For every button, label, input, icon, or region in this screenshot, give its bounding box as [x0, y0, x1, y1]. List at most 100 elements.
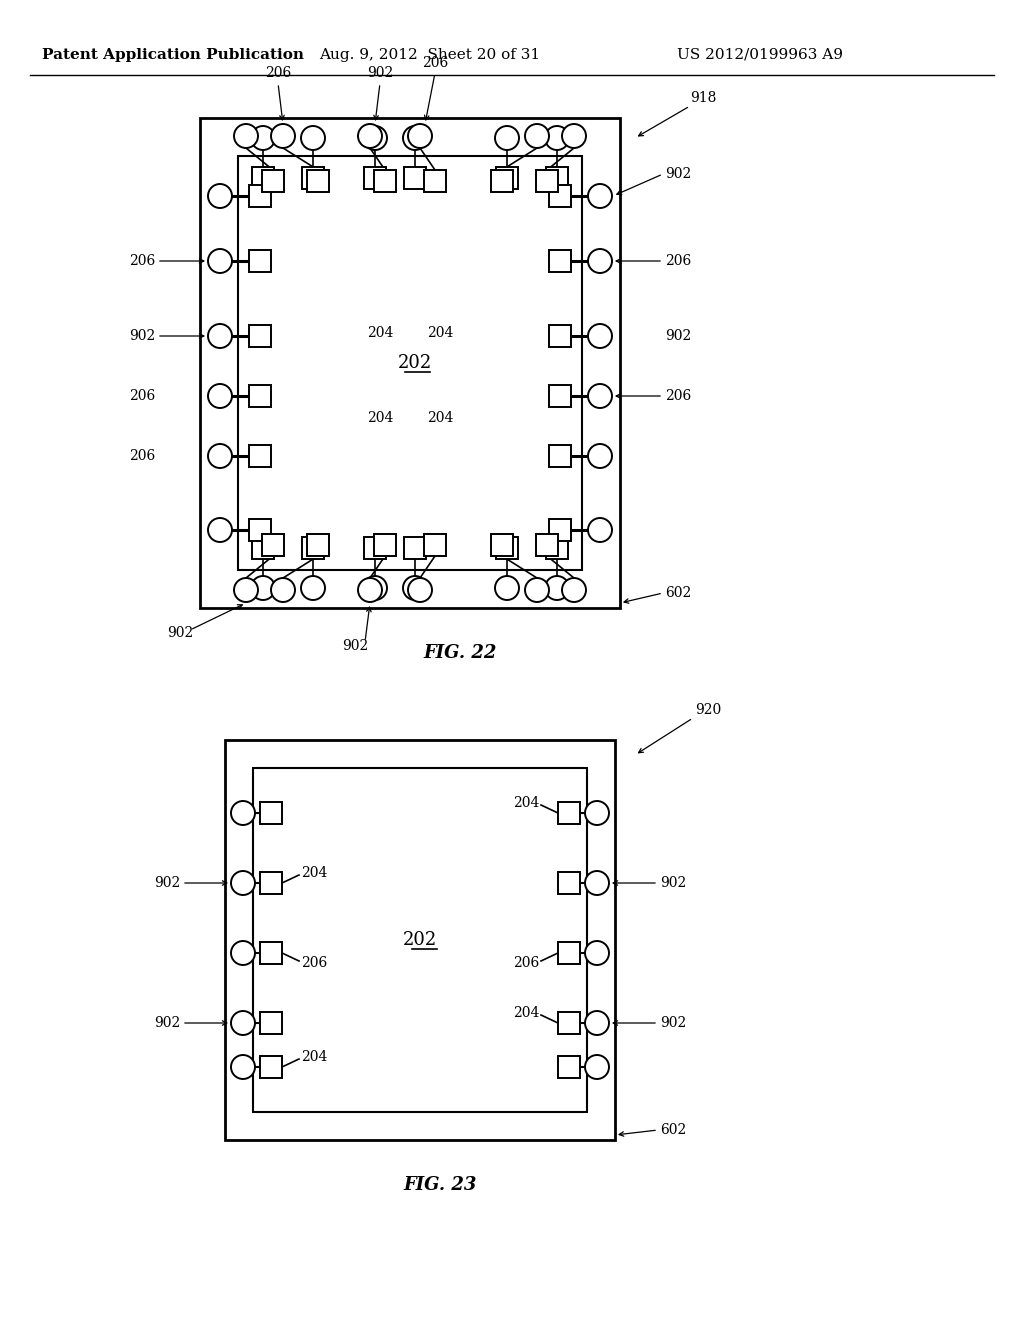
Text: 204: 204 — [427, 411, 454, 425]
Bar — [536, 170, 558, 191]
Text: 902: 902 — [129, 329, 155, 343]
Circle shape — [251, 576, 275, 601]
Text: 204: 204 — [301, 866, 328, 880]
Circle shape — [588, 384, 612, 408]
Bar — [252, 168, 274, 189]
Text: 920: 920 — [695, 704, 721, 717]
Bar — [374, 535, 396, 556]
Bar — [260, 873, 282, 894]
Bar — [374, 170, 396, 191]
Circle shape — [208, 249, 232, 273]
Text: 902: 902 — [154, 876, 180, 890]
Text: 206: 206 — [129, 449, 155, 463]
Circle shape — [208, 444, 232, 469]
Bar — [558, 803, 580, 824]
Bar — [302, 168, 324, 189]
Circle shape — [495, 576, 519, 601]
Bar — [262, 170, 284, 191]
Circle shape — [585, 871, 609, 895]
Text: 602: 602 — [665, 586, 691, 601]
Circle shape — [301, 125, 325, 150]
Circle shape — [251, 125, 275, 150]
Text: 902: 902 — [367, 66, 393, 81]
Circle shape — [588, 517, 612, 543]
Bar — [249, 185, 271, 207]
Text: 902: 902 — [167, 626, 194, 640]
Text: 206: 206 — [513, 956, 539, 970]
Circle shape — [231, 801, 255, 825]
Bar — [260, 803, 282, 824]
Text: 902: 902 — [154, 1016, 180, 1030]
Text: 204: 204 — [301, 1049, 328, 1064]
Circle shape — [234, 124, 258, 148]
Bar — [490, 170, 513, 191]
Bar — [558, 1056, 580, 1078]
Bar — [249, 519, 271, 541]
Text: 206: 206 — [265, 66, 291, 81]
Bar — [260, 1056, 282, 1078]
Text: 206: 206 — [301, 956, 328, 970]
Bar — [364, 168, 386, 189]
Circle shape — [231, 1055, 255, 1078]
Text: US 2012/0199963 A9: US 2012/0199963 A9 — [677, 48, 843, 62]
Text: 902: 902 — [660, 1016, 686, 1030]
Text: 204: 204 — [367, 411, 393, 425]
Bar — [260, 1012, 282, 1034]
Text: 206: 206 — [665, 389, 691, 403]
Circle shape — [301, 576, 325, 601]
Bar — [496, 537, 518, 558]
Text: 204: 204 — [427, 326, 454, 341]
Bar — [549, 325, 571, 347]
Bar — [558, 1012, 580, 1034]
Circle shape — [358, 124, 382, 148]
Bar — [549, 519, 571, 541]
Circle shape — [585, 941, 609, 965]
Text: 204: 204 — [513, 796, 539, 810]
Text: 204: 204 — [513, 1006, 539, 1020]
Circle shape — [588, 444, 612, 469]
Bar — [496, 168, 518, 189]
Bar — [249, 325, 271, 347]
Bar — [558, 873, 580, 894]
Circle shape — [585, 1055, 609, 1078]
Circle shape — [588, 183, 612, 209]
Bar — [262, 535, 284, 556]
Circle shape — [525, 124, 549, 148]
Circle shape — [231, 871, 255, 895]
Text: 902: 902 — [665, 329, 691, 343]
Bar — [549, 445, 571, 467]
Text: Patent Application Publication: Patent Application Publication — [42, 48, 304, 62]
Text: 902: 902 — [342, 639, 368, 653]
Bar — [404, 168, 426, 189]
Circle shape — [271, 124, 295, 148]
Bar — [546, 168, 568, 189]
Circle shape — [358, 578, 382, 602]
Circle shape — [208, 384, 232, 408]
Circle shape — [208, 517, 232, 543]
Text: 206: 206 — [129, 253, 155, 268]
Bar — [252, 537, 274, 558]
Bar — [424, 535, 446, 556]
Text: 602: 602 — [660, 1123, 686, 1137]
Bar — [546, 537, 568, 558]
Bar — [490, 535, 513, 556]
Circle shape — [362, 125, 387, 150]
Bar — [260, 942, 282, 964]
Circle shape — [271, 578, 295, 602]
Bar — [549, 249, 571, 272]
Text: 202: 202 — [398, 354, 432, 372]
Circle shape — [408, 124, 432, 148]
Circle shape — [231, 941, 255, 965]
Bar — [200, 117, 620, 609]
Text: 206: 206 — [422, 55, 449, 70]
Circle shape — [545, 125, 569, 150]
Text: 902: 902 — [660, 876, 686, 890]
Circle shape — [545, 576, 569, 601]
Bar — [364, 537, 386, 558]
Bar — [302, 537, 324, 558]
Circle shape — [495, 125, 519, 150]
Bar — [307, 170, 329, 191]
Circle shape — [588, 323, 612, 348]
Circle shape — [403, 125, 427, 150]
Circle shape — [525, 578, 549, 602]
